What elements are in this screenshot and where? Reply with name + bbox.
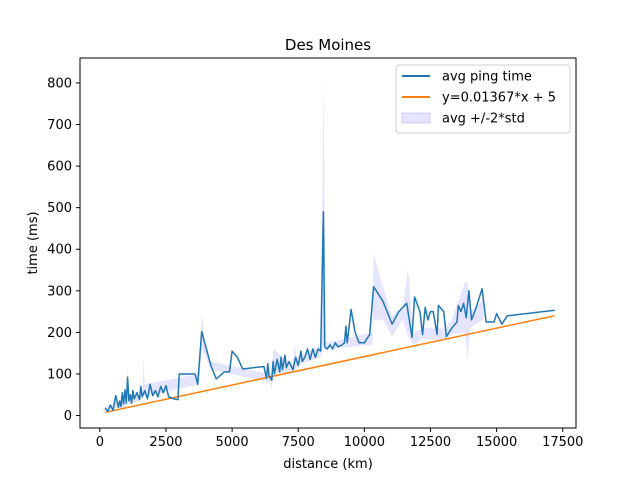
x-axis: 0 2500 5000 7500 10000 12500 15000 17500 [96, 428, 583, 450]
legend-swatch-band [401, 112, 431, 124]
x-tick-label: 5000 [216, 435, 249, 450]
legend-label-avg: avg ping time [442, 70, 532, 85]
y-tick-label: 0 [64, 409, 72, 424]
plot-frame [79, 57, 577, 429]
y-tick-label: 100 [47, 367, 72, 382]
legend-label-band: avg +/-2*std [442, 112, 525, 127]
chart-title: Des Moines [285, 36, 371, 54]
y-tick-label: 800 [47, 76, 72, 91]
avg-ping-line [104, 211, 555, 413]
y-tick-label: 700 [47, 118, 72, 133]
x-tick-label: 10000 [344, 435, 385, 450]
y-tick-label: 500 [47, 201, 72, 216]
x-tick-label: 12500 [410, 435, 451, 450]
y-tick-label: 300 [47, 284, 72, 299]
y-tick-label: 400 [47, 243, 72, 258]
legend-label-fit: y=0.01367*x + 5 [442, 91, 556, 106]
y-axis-label: time (ms) [26, 211, 41, 274]
legend: avg ping time y=0.01367*x + 5 avg +/-2*s… [395, 64, 571, 134]
y-tick-label: 600 [47, 160, 72, 175]
x-tick-label: 15000 [476, 435, 517, 450]
y-tick-label: 200 [47, 326, 72, 341]
x-axis-label: distance (km) [283, 457, 373, 472]
x-tick-label: 0 [96, 435, 104, 450]
x-tick-label: 2500 [149, 435, 182, 450]
x-tick-label: 17500 [542, 435, 583, 450]
std-band [105, 78, 484, 410]
legend-box [395, 64, 571, 134]
y-axis: 0 100 200 300 400 500 600 700 800 [47, 76, 80, 424]
fit-line [104, 314, 555, 414]
x-tick-label: 7500 [282, 435, 315, 450]
